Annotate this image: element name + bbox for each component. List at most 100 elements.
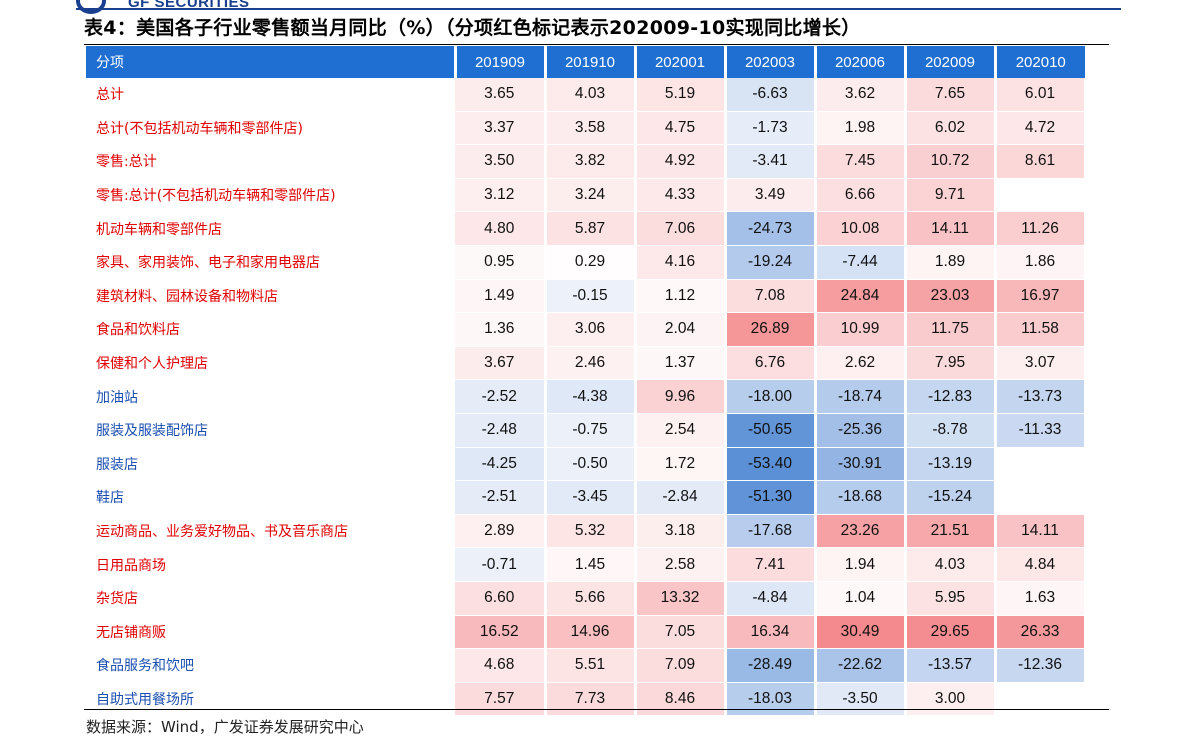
- value-cell: 8.61: [995, 144, 1087, 179]
- value-cell: 4.72: [995, 111, 1087, 146]
- row-label: 食品和饮料店: [86, 312, 455, 347]
- column-header: 201909: [455, 46, 547, 78]
- value-cell: -15.24: [905, 480, 997, 515]
- table-row: 零售:总计 3.50 3.82 4.92 -3.41 7.45 10.72 8.61: [86, 144, 1087, 179]
- row-label: 机动车辆和零部件店: [86, 211, 455, 246]
- value-cell: 3.06: [545, 312, 637, 347]
- value-cell: 7.06: [635, 211, 727, 246]
- table-row: 日用品商场 -0.71 1.45 2.58 7.41 1.94 4.03 4.84: [86, 547, 1087, 582]
- value-cell: -18.00: [725, 379, 817, 414]
- value-cell: 5.19: [635, 78, 727, 112]
- value-cell: -24.73: [725, 211, 817, 246]
- value-cell: 5.51: [545, 648, 637, 683]
- value-cell: 1.72: [635, 447, 727, 482]
- value-cell: 1.45: [545, 547, 637, 582]
- value-cell: 11.75: [905, 312, 997, 347]
- value-cell: 26.33: [995, 615, 1087, 650]
- source-note: 数据来源：Wind，广发证券发展研究中心: [86, 718, 364, 736]
- value-cell: 3.12: [455, 178, 547, 213]
- value-cell: 2.62: [815, 346, 907, 381]
- row-label: 鞋店: [86, 480, 455, 515]
- value-cell: 1.98: [815, 111, 907, 146]
- value-cell: 7.45: [815, 144, 907, 179]
- logo-text: GF SECURITIES: [128, 0, 250, 11]
- value-cell: 7.95: [905, 346, 997, 381]
- value-cell: 11.58: [995, 312, 1087, 347]
- value-cell: 7.57: [455, 682, 547, 717]
- value-cell: -11.33: [995, 413, 1087, 448]
- bottom-divider: [84, 709, 1109, 710]
- table-row: 保健和个人护理店 3.67 2.46 1.37 6.76 2.62 7.95 3.07: [86, 346, 1087, 381]
- table-row: 鞋店 -2.51 -3.45 -2.84 -51.30 -18.68 -15.24: [86, 480, 1087, 515]
- value-cell: 3.37: [455, 111, 547, 146]
- value-cell: 1.04: [815, 581, 907, 616]
- value-cell: -18.03: [725, 682, 817, 717]
- value-cell: 9.96: [635, 379, 727, 414]
- value-cell: -22.62: [815, 648, 907, 683]
- row-label: 食品服务和饮吧: [86, 648, 455, 683]
- value-cell: -7.44: [815, 245, 907, 280]
- table-row: 无店铺商贩 16.52 14.96 7.05 16.34 30.49 29.65 26.33: [86, 615, 1087, 650]
- value-cell: 3.58: [545, 111, 637, 146]
- value-cell: 10.99: [815, 312, 907, 347]
- value-cell: -0.71: [455, 547, 547, 582]
- value-cell: -13.57: [905, 648, 997, 683]
- row-label: 无店铺商贩: [86, 615, 455, 650]
- table-row: 服装及服装配饰店 -2.48 -0.75 2.54 -50.65 -25.36 -8.78-…: [86, 413, 1087, 448]
- row-label: 总计: [86, 78, 455, 112]
- row-label: 零售:总计(不包括机动车辆和零部件店): [86, 178, 455, 213]
- value-cell: 5.87: [545, 211, 637, 246]
- value-cell: -19.24: [725, 245, 817, 280]
- value-cell: 4.33: [635, 178, 727, 213]
- value-cell: 1.36: [455, 312, 547, 347]
- value-cell: -2.48: [455, 413, 547, 448]
- row-label: 服装及服装配饰店: [86, 413, 455, 448]
- value-cell: -4.38: [545, 379, 637, 414]
- table-header-row: 分项 201909 201910 202001 202003 202006 202009 2…: [86, 46, 1085, 78]
- table-row: 食品服务和饮吧 4.68 5.51 7.09 -28.49 -22.62 -13.57 -12…: [86, 648, 1087, 683]
- row-label: 运动商品、业务爱好物品、书及音乐商店: [86, 514, 455, 549]
- value-cell: -25.36: [815, 413, 907, 448]
- value-cell: 14.96: [545, 615, 637, 650]
- value-cell: -3.41: [725, 144, 817, 179]
- value-cell: [995, 480, 1087, 515]
- value-cell: -0.75: [545, 413, 637, 448]
- value-cell: 4.16: [635, 245, 727, 280]
- value-cell: -28.49: [725, 648, 817, 683]
- value-cell: 24.84: [815, 279, 907, 314]
- value-cell: 0.95: [455, 245, 547, 280]
- column-header: 201910: [545, 46, 637, 78]
- row-label: 总计(不包括机动车辆和零部件店): [86, 111, 455, 146]
- header-label: 分项: [86, 46, 457, 78]
- table-row: 食品和饮料店 1.36 3.06 2.04 26.89 10.99 11.75 11.58: [86, 312, 1087, 347]
- value-cell: 6.66: [815, 178, 907, 213]
- value-cell: 6.76: [725, 346, 817, 381]
- value-cell: 5.66: [545, 581, 637, 616]
- value-cell: 16.97: [995, 279, 1087, 314]
- row-label: 零售:总计: [86, 144, 455, 179]
- value-cell: -13.19: [905, 447, 997, 482]
- header-rule: [76, 8, 1121, 10]
- table-row: 机动车辆和零部件店 4.80 5.87 7.06 -24.73 10.08 14.11 11.…: [86, 211, 1087, 246]
- value-cell: 21.51: [905, 514, 997, 549]
- value-cell: -13.73: [995, 379, 1087, 414]
- brand-header: GF SECURITIES: [0, 0, 1191, 14]
- value-cell: 7.09: [635, 648, 727, 683]
- value-cell: 4.03: [905, 547, 997, 582]
- value-cell: 3.00: [905, 682, 997, 717]
- retail-sales-table: 分项 201909 201910 202001 202003 202006 202009 2…: [86, 46, 1087, 717]
- row-label: 加油站: [86, 379, 455, 414]
- value-cell: 3.24: [545, 178, 637, 213]
- logo-icon: [76, 0, 106, 14]
- table-row: 总计(不包括机动车辆和零部件店) 3.37 3.58 4.75 -1.73 1.98 6.0…: [86, 111, 1087, 146]
- row-label: 保健和个人护理店: [86, 346, 455, 381]
- value-cell: 23.03: [905, 279, 997, 314]
- value-cell: -18.68: [815, 480, 907, 515]
- value-cell: 3.65: [455, 78, 547, 112]
- value-cell: 3.82: [545, 144, 637, 179]
- row-label: 自助式用餐场所: [86, 682, 455, 717]
- value-cell: 1.12: [635, 279, 727, 314]
- row-label: 杂货店: [86, 581, 455, 616]
- column-header: 202001: [635, 46, 727, 78]
- value-cell: 4.68: [455, 648, 547, 683]
